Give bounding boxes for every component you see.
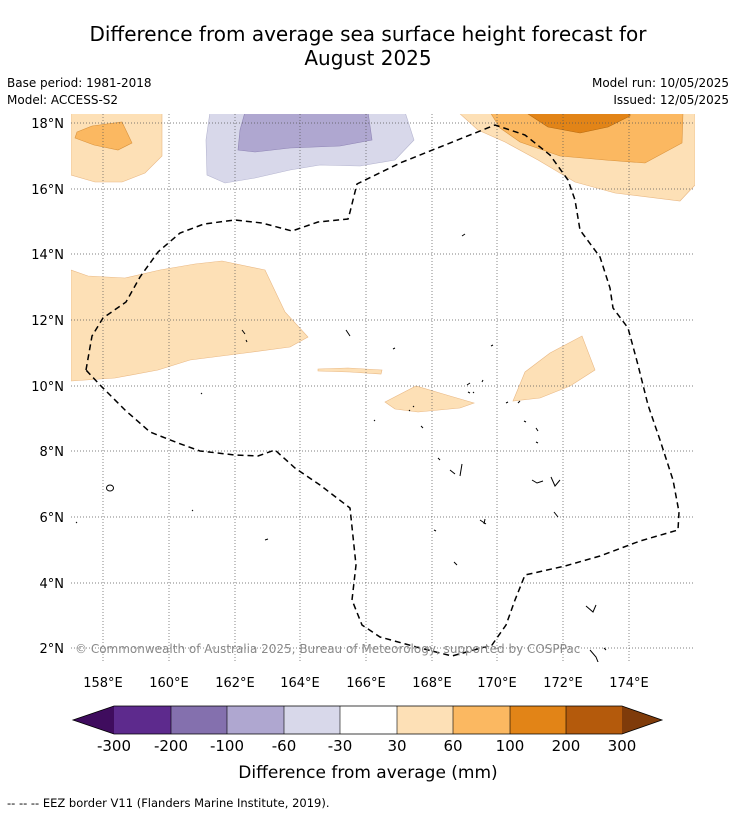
lon-tick-label: 158°E	[83, 676, 123, 691]
latitude-ticks: 18°N 16°N 14°N 12°N 10°N 8°N 6°N 4°N 2°N	[31, 117, 64, 657]
anomaly-region-ne-mid	[490, 114, 684, 164]
lat-tick-label: 18°N	[31, 117, 64, 132]
colorbar-swatch	[453, 706, 510, 734]
anomaly-patch-a	[317, 367, 383, 375]
colorbar-label: 30	[387, 737, 406, 755]
lon-tick-label: 172°E	[543, 676, 583, 691]
lat-tick-label: 2°N	[40, 642, 65, 657]
colorbar-dividers	[170, 706, 567, 734]
gridlines	[71, 114, 695, 662]
anomaly-region-nw-core	[74, 121, 133, 151]
eez-border	[85, 124, 680, 657]
model-name: Model: ACCESS-S2	[7, 93, 119, 107]
lon-tick-label: 162°E	[215, 676, 255, 691]
lat-tick-label: 4°N	[40, 577, 65, 592]
lon-tick-label: 160°E	[149, 676, 189, 691]
colorbar-label: 100	[496, 737, 525, 755]
colorbar-outline	[71, 705, 664, 735]
lat-tick-label: 14°N	[31, 248, 64, 263]
chart-title: Difference from average sea surface heig…	[0, 22, 736, 70]
colorbar-label: -200	[154, 737, 188, 755]
longitude-ticks: 158°E 160°E 162°E 164°E 166°E 168°E 170°…	[83, 676, 649, 691]
colorbar: -300 -200 -100 -60 -30 30 60 100 200 300…	[71, 705, 664, 783]
colorbar-label: 200	[552, 737, 581, 755]
colorbar-label: -30	[328, 737, 353, 755]
anomaly-patch-b	[384, 385, 475, 413]
anomaly-region-north-neg-core	[237, 114, 373, 153]
lat-tick-label: 6°N	[40, 511, 65, 526]
colorbar-swatch	[73, 706, 114, 734]
anomaly-region-west	[71, 260, 309, 382]
issued-date: Issued: 12/05/2025	[613, 93, 729, 107]
colorbar-swatch	[510, 706, 566, 734]
meta-left: Base period: 1981-2018 Model: ACCESS-S2	[7, 75, 152, 109]
colorbar-swatch	[566, 706, 622, 734]
colorbar-label: 300	[608, 737, 637, 755]
eez-footnote: -- -- -- EEZ border V11 (Flanders Marine…	[7, 796, 330, 810]
islands	[75, 233, 607, 662]
colorbar-swatch	[340, 706, 397, 734]
lon-tick-label: 164°E	[280, 676, 320, 691]
colorbar-title: Difference from average (mm)	[238, 763, 497, 783]
base-period: Base period: 1981-2018	[7, 76, 152, 90]
map-panel: © Commonwealth of Australia 2025, Bureau…	[71, 114, 695, 662]
model-run: Model run: 10/05/2025	[591, 76, 729, 90]
lat-tick-label: 16°N	[31, 183, 64, 198]
colorbar-swatch	[284, 706, 340, 734]
anomaly-patch-c	[512, 335, 596, 402]
anomaly-region-ne-core	[527, 114, 631, 134]
lat-tick-label: 10°N	[31, 380, 64, 395]
lon-tick-label: 170°E	[477, 676, 517, 691]
colorbar-swatch	[114, 706, 171, 734]
colorbar-swatch	[171, 706, 227, 734]
lon-tick-label: 166°E	[346, 676, 386, 691]
colorbar-swatch	[622, 706, 662, 734]
copyright-notice: © Commonwealth of Australia 2025, Bureau…	[75, 642, 580, 656]
colorbar-swatch	[227, 706, 284, 734]
colorbar-label: -60	[272, 737, 297, 755]
title-line-1: Difference from average sea surface heig…	[89, 22, 647, 46]
colorbar-label: -100	[210, 737, 244, 755]
colorbar-label: 60	[443, 737, 462, 755]
lon-tick-label: 174°E	[609, 676, 649, 691]
colorbar-swatch	[397, 706, 453, 734]
colorbar-label: -300	[97, 737, 131, 755]
lat-tick-label: 12°N	[31, 314, 64, 329]
title-line-2: August 2025	[304, 46, 432, 70]
lat-tick-label: 8°N	[40, 445, 65, 460]
meta-right: Model run: 10/05/2025 Issued: 12/05/2025	[592, 75, 729, 109]
lon-tick-label: 168°E	[412, 676, 452, 691]
